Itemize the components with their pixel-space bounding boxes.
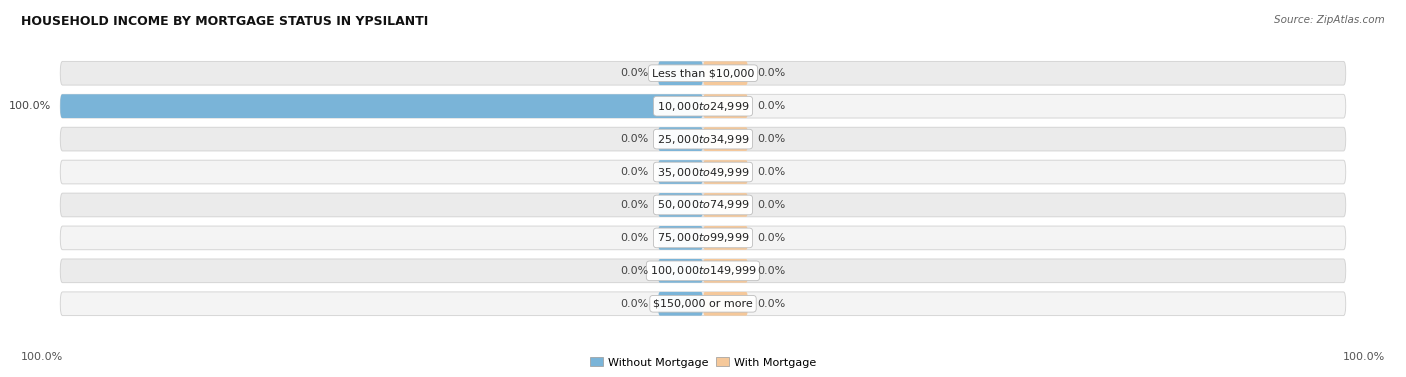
FancyBboxPatch shape: [60, 127, 1346, 151]
Text: Less than $10,000: Less than $10,000: [652, 68, 754, 78]
FancyBboxPatch shape: [703, 226, 748, 250]
FancyBboxPatch shape: [703, 160, 748, 184]
Text: 0.0%: 0.0%: [620, 299, 648, 309]
FancyBboxPatch shape: [703, 259, 748, 283]
Text: 0.0%: 0.0%: [758, 299, 786, 309]
Text: 100.0%: 100.0%: [1343, 352, 1385, 362]
Text: 0.0%: 0.0%: [758, 134, 786, 144]
FancyBboxPatch shape: [658, 259, 703, 283]
Text: 0.0%: 0.0%: [758, 266, 786, 276]
Text: 0.0%: 0.0%: [758, 200, 786, 210]
Text: 0.0%: 0.0%: [758, 167, 786, 177]
Text: 0.0%: 0.0%: [758, 68, 786, 78]
Text: 0.0%: 0.0%: [620, 233, 648, 243]
Text: 0.0%: 0.0%: [620, 134, 648, 144]
FancyBboxPatch shape: [60, 160, 1346, 184]
FancyBboxPatch shape: [60, 94, 703, 118]
FancyBboxPatch shape: [658, 226, 703, 250]
FancyBboxPatch shape: [60, 94, 1346, 118]
FancyBboxPatch shape: [703, 61, 748, 85]
Text: 100.0%: 100.0%: [8, 101, 51, 111]
Text: 0.0%: 0.0%: [620, 266, 648, 276]
FancyBboxPatch shape: [60, 292, 1346, 316]
FancyBboxPatch shape: [658, 61, 703, 85]
FancyBboxPatch shape: [658, 292, 703, 316]
FancyBboxPatch shape: [658, 193, 703, 217]
Text: HOUSEHOLD INCOME BY MORTGAGE STATUS IN YPSILANTI: HOUSEHOLD INCOME BY MORTGAGE STATUS IN Y…: [21, 15, 429, 28]
FancyBboxPatch shape: [658, 127, 703, 151]
Text: $35,000 to $49,999: $35,000 to $49,999: [657, 166, 749, 179]
FancyBboxPatch shape: [658, 160, 703, 184]
FancyBboxPatch shape: [703, 292, 748, 316]
FancyBboxPatch shape: [60, 259, 1346, 283]
Text: 0.0%: 0.0%: [758, 101, 786, 111]
FancyBboxPatch shape: [703, 193, 748, 217]
FancyBboxPatch shape: [703, 94, 748, 118]
Legend: Without Mortgage, With Mortgage: Without Mortgage, With Mortgage: [585, 353, 821, 372]
Text: 0.0%: 0.0%: [620, 68, 648, 78]
Text: $50,000 to $74,999: $50,000 to $74,999: [657, 198, 749, 211]
FancyBboxPatch shape: [60, 226, 1346, 250]
Text: $10,000 to $24,999: $10,000 to $24,999: [657, 100, 749, 113]
Text: 100.0%: 100.0%: [21, 352, 63, 362]
Text: $75,000 to $99,999: $75,000 to $99,999: [657, 231, 749, 244]
Text: 0.0%: 0.0%: [620, 200, 648, 210]
FancyBboxPatch shape: [60, 61, 1346, 85]
Text: Source: ZipAtlas.com: Source: ZipAtlas.com: [1274, 15, 1385, 25]
FancyBboxPatch shape: [60, 193, 1346, 217]
Text: 0.0%: 0.0%: [758, 233, 786, 243]
FancyBboxPatch shape: [703, 127, 748, 151]
Text: $100,000 to $149,999: $100,000 to $149,999: [650, 264, 756, 277]
Text: $25,000 to $34,999: $25,000 to $34,999: [657, 133, 749, 146]
Text: 0.0%: 0.0%: [620, 167, 648, 177]
Text: $150,000 or more: $150,000 or more: [654, 299, 752, 309]
